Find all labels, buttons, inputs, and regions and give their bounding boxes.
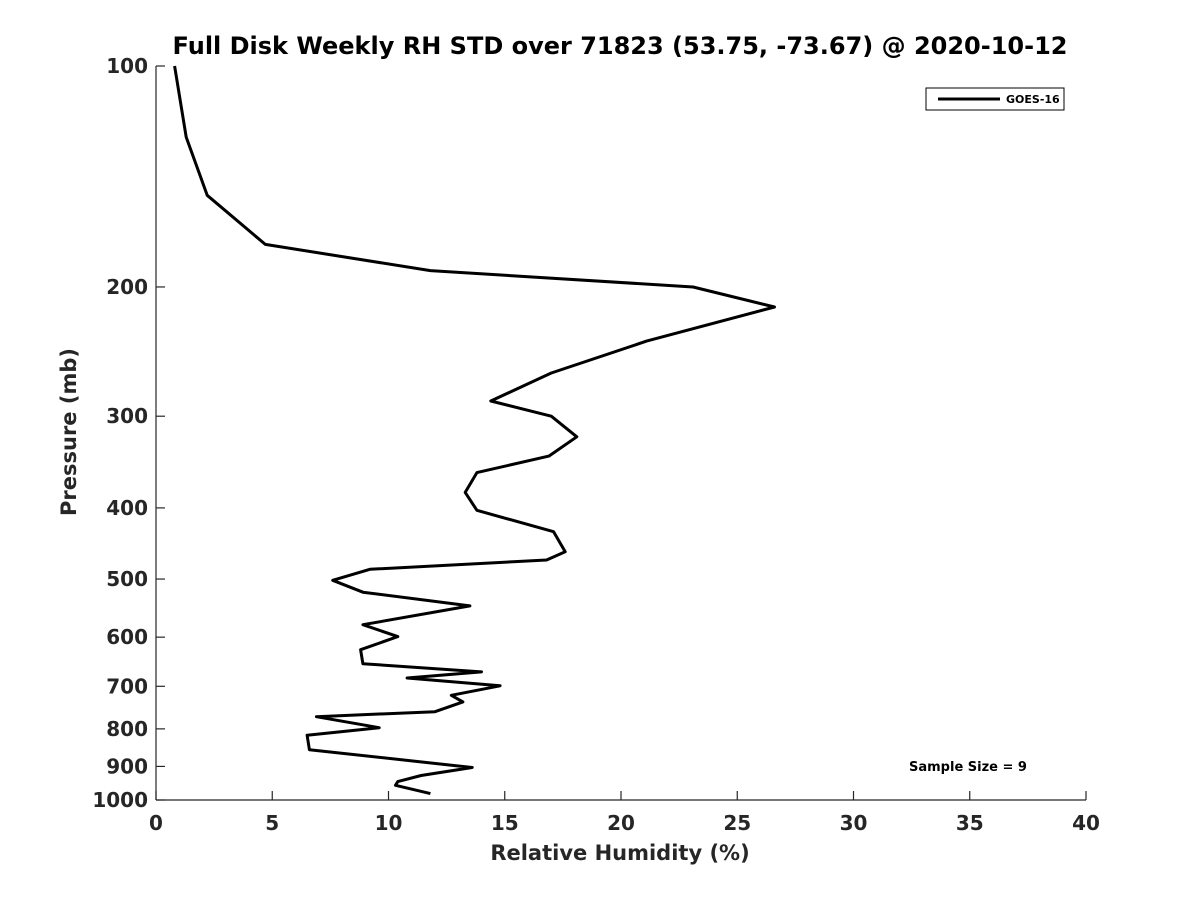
chart-title: Full Disk Weekly RH STD over 71823 (53.7… bbox=[173, 32, 1068, 60]
legend-label-goes-16: GOES-16 bbox=[1006, 93, 1060, 106]
x-tick-label-25: 25 bbox=[723, 811, 751, 835]
legend: GOES-16 bbox=[925, 87, 1065, 111]
y-axis-label: Pressure (mb) bbox=[57, 348, 81, 516]
x-tick-label-5: 5 bbox=[265, 811, 279, 835]
y-tick-label-600: 600 bbox=[106, 625, 148, 649]
x-tick-label-0: 0 bbox=[149, 811, 163, 835]
y-tick-label-800: 800 bbox=[106, 717, 148, 741]
x-axis-label: Relative Humidity (%) bbox=[490, 841, 749, 865]
x-tick-label-40: 40 bbox=[1072, 811, 1100, 835]
y-tick-label-900: 900 bbox=[106, 754, 148, 778]
y-tick-label-1000: 1000 bbox=[92, 788, 148, 812]
y-tick-label-200: 200 bbox=[106, 275, 148, 299]
y-tick-label-400: 400 bbox=[106, 496, 148, 520]
sample-size-annotation: Sample Size = 9 bbox=[909, 760, 1027, 775]
y-tick-label-100: 100 bbox=[106, 54, 148, 78]
x-tick-label-20: 20 bbox=[607, 811, 635, 835]
x-tick-label-15: 15 bbox=[491, 811, 519, 835]
x-tick-label-35: 35 bbox=[956, 811, 984, 835]
axes bbox=[155, 65, 1087, 801]
y-tick-label-300: 300 bbox=[106, 404, 148, 428]
tick-labels: 0 5 10 15 20 25 30 35 40 100 200 300 400 500 600 700 800… bbox=[92, 54, 1100, 835]
series-line-goes-16 bbox=[173, 65, 776, 796]
y-tick-label-700: 700 bbox=[106, 674, 148, 698]
x-tick-label-30: 30 bbox=[840, 811, 868, 835]
plot-area bbox=[173, 65, 776, 796]
x-tick-label-10: 10 bbox=[375, 811, 403, 835]
y-tick-label-500: 500 bbox=[106, 567, 148, 591]
